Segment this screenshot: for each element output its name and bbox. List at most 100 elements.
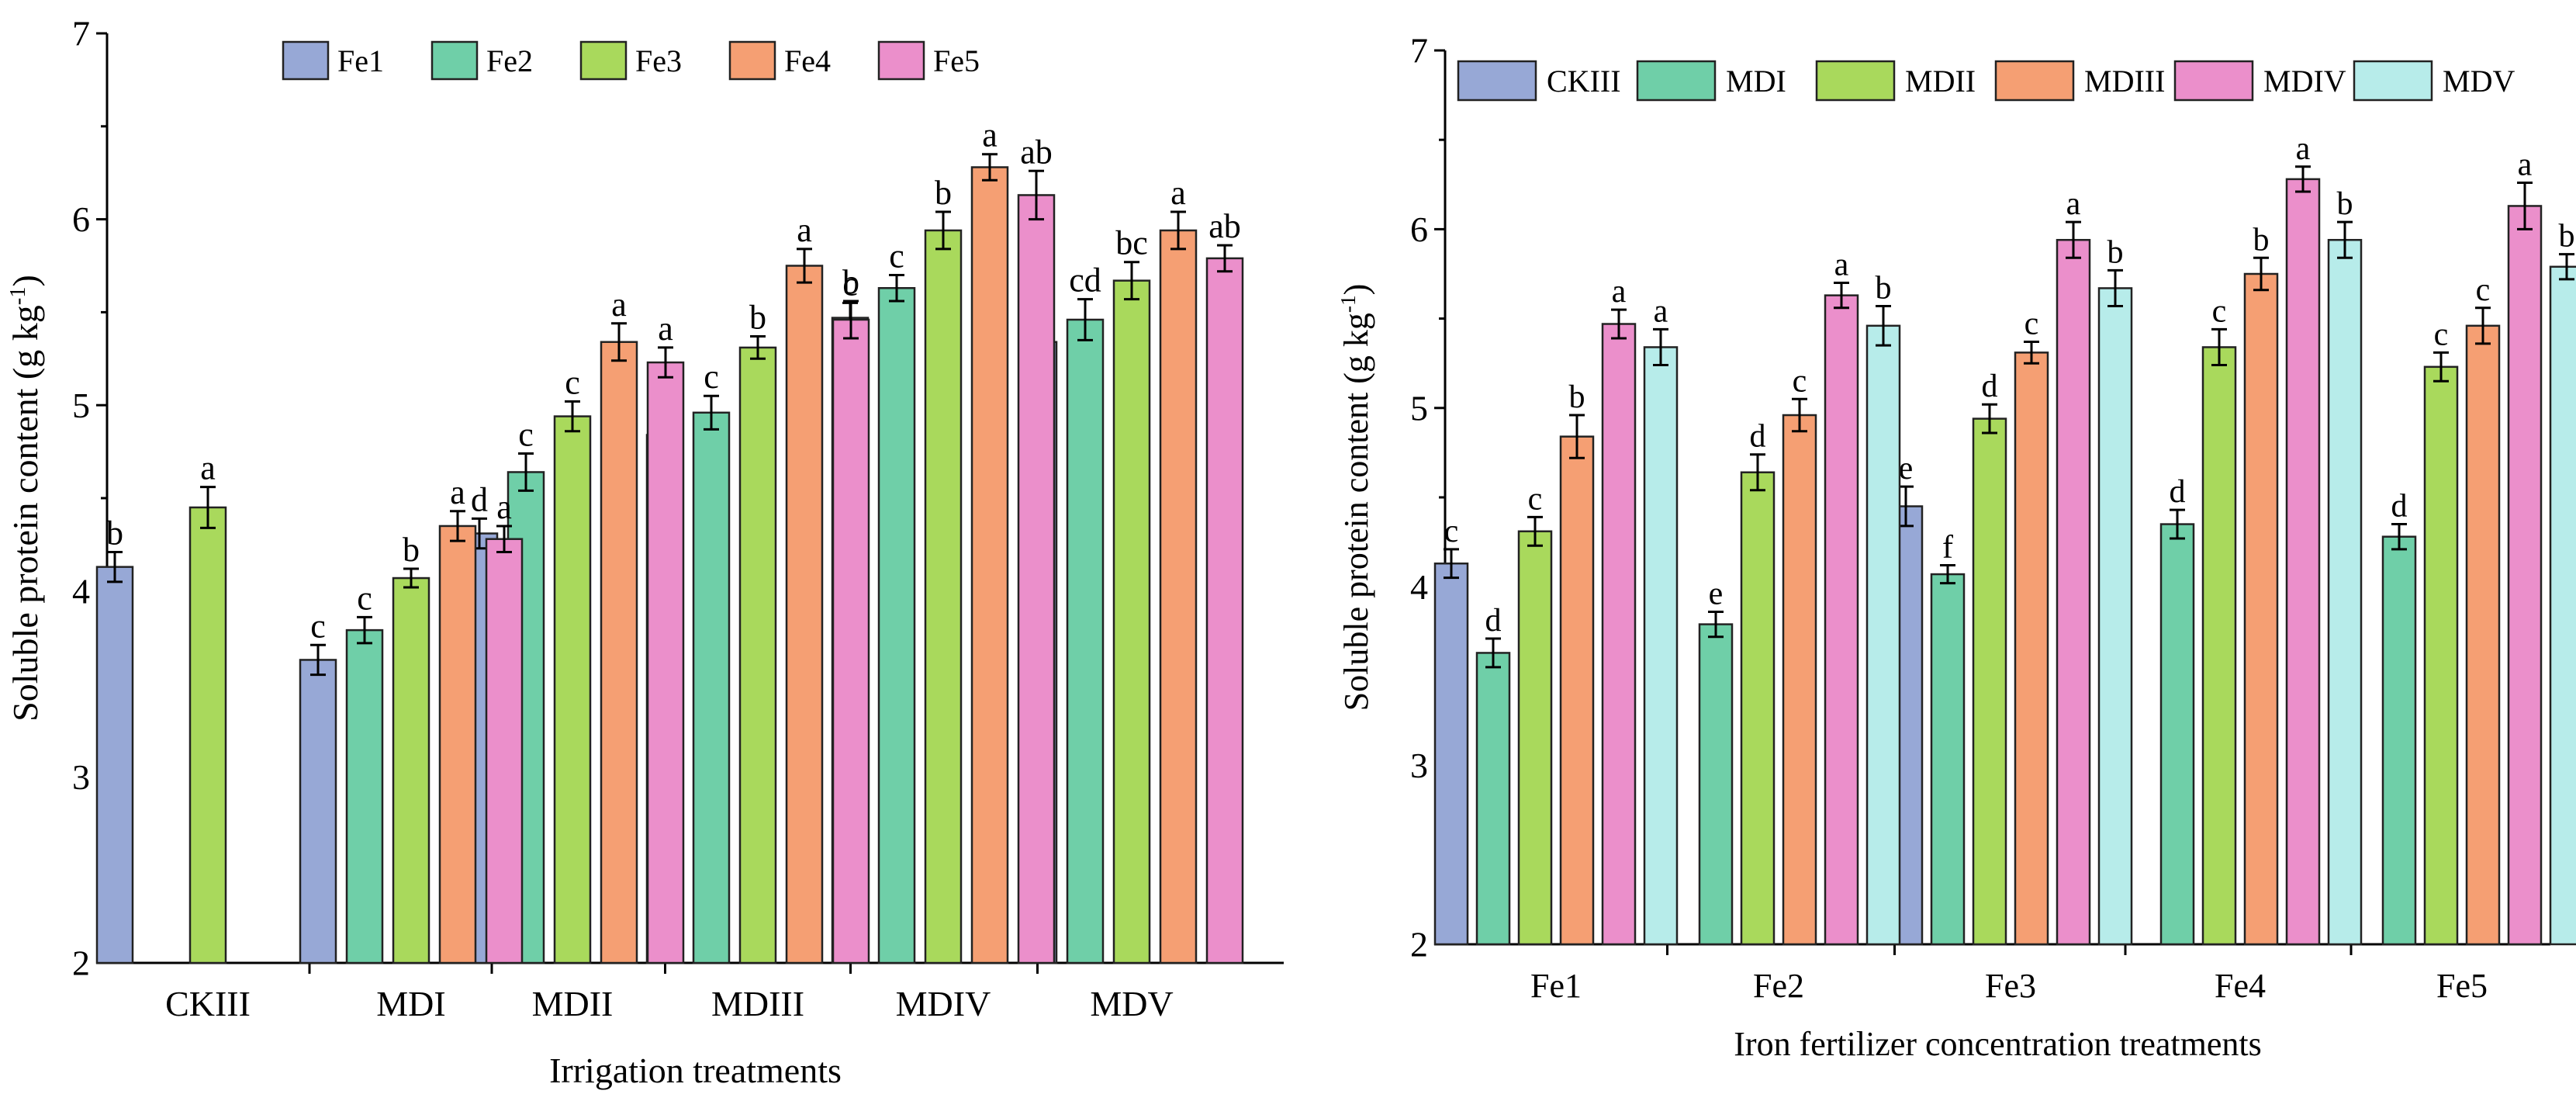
bar-mdii-fe2 xyxy=(1740,471,1776,946)
significance-letter: c xyxy=(1444,514,1459,549)
y-axis-title-superscript: -1 xyxy=(6,286,30,305)
bar-fe4-mdi xyxy=(438,525,477,964)
significance-letter: a xyxy=(1170,174,1186,212)
legend-label-mdiv: MDIV xyxy=(2263,64,2346,99)
x-axis-title: Iron fertilizer concentration treatments xyxy=(1734,1025,2261,1063)
significance-letter: a xyxy=(2296,131,2311,167)
significance-letter: a xyxy=(200,449,216,487)
significance-letter: c xyxy=(565,363,580,401)
legend-swatch-fe4 xyxy=(728,40,776,81)
legend-label-mdiii: MDIII xyxy=(2084,64,2165,99)
significance-letter: a xyxy=(2066,186,2081,222)
bar-fe4-mdv xyxy=(1159,229,1198,964)
significance-letter: a xyxy=(982,116,998,154)
y-tick-label: 6 xyxy=(1410,209,1428,249)
significance-letter: b xyxy=(2253,222,2270,258)
significance-letter: a xyxy=(797,211,812,249)
significance-letter: c xyxy=(2476,272,2491,308)
x-category-label-mdi: MDI xyxy=(376,984,445,1023)
legend-label-fe3: Fe3 xyxy=(635,43,682,78)
significance-letter: d xyxy=(1982,369,1998,404)
legend-swatch-mdiii xyxy=(1994,60,2075,102)
significance-letter: e xyxy=(1709,576,1724,611)
bar-fe5-mdi xyxy=(485,538,524,964)
bar-fe3-mdi xyxy=(392,577,430,964)
bar-fe4-mdiv xyxy=(970,166,1009,964)
legend-swatch-fe3 xyxy=(579,40,628,81)
significance-letter: b xyxy=(842,263,859,301)
bar-fe3-mdii xyxy=(553,415,592,964)
x-category-label-fe3: Fe3 xyxy=(1985,967,2036,1005)
significance-letter: a xyxy=(1612,274,1627,310)
legend-label-fe1: Fe1 xyxy=(337,43,384,78)
bar-mdiv-fe4 xyxy=(2285,178,2321,946)
significance-letter: c xyxy=(2024,306,2039,342)
significance-letter: a xyxy=(658,310,673,348)
y-tick-label: 2 xyxy=(1410,925,1428,964)
legend-swatch-fe5 xyxy=(877,40,925,81)
x-category-label-fe2: Fe2 xyxy=(1753,967,1804,1005)
bar-fe4-mdii xyxy=(600,341,638,964)
x-category-label-mdiii: MDIII xyxy=(711,984,804,1023)
x-category-label-mdii: MDII xyxy=(532,984,614,1023)
bar-fe3-mdv xyxy=(1112,279,1151,964)
y-axis-title: Soluble protein content (g kg-1) xyxy=(5,275,45,722)
bar-mdi-fe2 xyxy=(1698,623,1734,946)
bar-fe2-mdi xyxy=(345,628,384,964)
y-tick-label: 5 xyxy=(72,386,90,425)
significance-letter: c xyxy=(1528,481,1543,517)
bar-fe5-mdv xyxy=(1205,257,1244,964)
significance-letter: b xyxy=(403,531,420,569)
significance-letter: c xyxy=(518,415,534,453)
significance-letter: d xyxy=(471,480,488,518)
bar-mdi-fe3 xyxy=(1930,573,1966,946)
significance-letter: c xyxy=(1793,363,1807,399)
bar-fe4-mdiii xyxy=(785,265,824,964)
significance-letter: f xyxy=(1942,530,1953,566)
legend-swatch-ckiii xyxy=(1457,60,1537,102)
y-tick-label: 4 xyxy=(72,571,90,611)
y-axis-title-end: ) xyxy=(1337,284,1375,296)
bar-mdii-fe3 xyxy=(1972,417,2007,946)
legend: CKIII MDI MDII MDIII MDIV MDV xyxy=(1457,60,2515,102)
significance-letter: c xyxy=(310,607,326,645)
significance-letter: ab xyxy=(1208,207,1241,245)
significance-letter: b xyxy=(1569,379,1585,415)
bar-mdv-fe3 xyxy=(2097,287,2133,946)
y-axis-title-end: ) xyxy=(5,275,45,286)
bar-mdi-fe4 xyxy=(2159,523,2195,946)
significance-letter: d xyxy=(2170,474,2186,510)
x-category-label-mdv: MDV xyxy=(1090,984,1173,1023)
y-axis-title-superscript: -1 xyxy=(1336,295,1360,313)
x-category-label-mdiv: MDIV xyxy=(896,984,991,1023)
legend-label-ckiii: CKIII xyxy=(1547,64,1621,99)
bar-fe5-mdii xyxy=(646,361,685,964)
legend-label-mdv: MDV xyxy=(2443,64,2515,99)
y-tick-label: 3 xyxy=(1410,746,1428,785)
significance-letter: c xyxy=(357,579,372,617)
bar-mdi-fe5 xyxy=(2381,535,2417,946)
bar-fe2-mdiii xyxy=(692,411,731,964)
bar-mdii-fe4 xyxy=(2201,346,2237,946)
bar-fe2-mdiv xyxy=(877,287,916,964)
significance-letter: cd xyxy=(1069,261,1101,300)
y-tick-label: 7 xyxy=(1410,31,1428,71)
significance-letter: d xyxy=(1750,419,1766,455)
bar-mdiv-fe1 xyxy=(1601,323,1637,946)
bar-fe3-mdiii xyxy=(738,346,777,964)
significance-letter: e xyxy=(1899,451,1914,486)
significance-letter: d xyxy=(1485,603,1502,639)
bar-mdii-fe1 xyxy=(1517,530,1553,946)
chart-iron-fertilizer-treatments: 2 3 4 5 6 7 Fe1 Fe2 Fe3 Fe4 Fe5 Iron fertilizer con… xyxy=(1336,31,2576,1063)
legend-label-fe2: Fe2 xyxy=(486,43,533,78)
legend-swatch-mdi xyxy=(1636,60,1717,102)
significance-letter: ab xyxy=(1020,133,1053,171)
bar-mdiv-fe2 xyxy=(1824,294,1859,946)
bar-mdi-fe1 xyxy=(1475,652,1511,946)
